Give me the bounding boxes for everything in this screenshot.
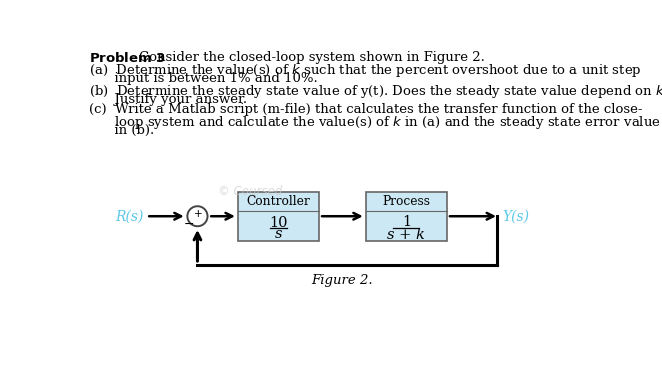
Text: Figure 2.: Figure 2. — [312, 275, 373, 288]
Text: R(s): R(s) — [115, 209, 143, 223]
Text: (b)  Determine the steady state value of y(t). Does the steady state value depen: (b) Determine the steady state value of … — [89, 83, 662, 100]
Text: Controller: Controller — [246, 195, 310, 208]
Bar — [238, 191, 319, 241]
Text: © Coursed: © Coursed — [218, 185, 283, 198]
Text: +: + — [194, 209, 203, 219]
Text: 10: 10 — [269, 216, 288, 230]
Text: loop system and calculate the value(s) of $k$ in (a) and the steady state error : loop system and calculate the value(s) o… — [89, 114, 661, 131]
Text: 1: 1 — [402, 215, 411, 229]
Text: Y(s): Y(s) — [502, 209, 529, 223]
Text: (c)  Write a Matlab script (m-file) that calculates the transfer function of the: (c) Write a Matlab script (m-file) that … — [89, 104, 642, 116]
Text: Consider the closed-loop system shown in Figure 2.: Consider the closed-loop system shown in… — [138, 52, 485, 65]
Text: $\bf{Problem\ 3}$: $\bf{Problem\ 3}$ — [89, 52, 166, 65]
Text: input is between 1% and 10%.: input is between 1% and 10%. — [89, 72, 318, 85]
Text: s + k: s + k — [387, 228, 425, 242]
Text: Justify your answer.: Justify your answer. — [89, 93, 247, 106]
Bar — [365, 191, 447, 241]
Text: Process: Process — [383, 195, 430, 208]
Text: s: s — [275, 227, 282, 242]
Text: −: − — [183, 218, 194, 231]
Text: in (b).: in (b). — [89, 124, 154, 137]
Text: (a)  Determine the value(s) of $k$ such that the percent overshoot due to a unit: (a) Determine the value(s) of $k$ such t… — [89, 62, 641, 79]
